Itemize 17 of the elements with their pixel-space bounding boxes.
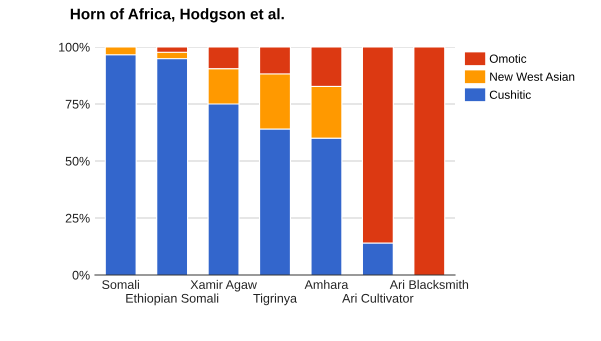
x-tick-label: Ethiopian Somali (126, 294, 218, 306)
x-tick-label: Amhara (304, 280, 348, 290)
legend-label: New West Asian (490, 72, 574, 81)
chart-title: Horn of Africa, Hodgson et al. (70, 8, 284, 22)
x-tick-label: Tigrinya (253, 294, 297, 306)
y-tick-label: 25% (66, 214, 90, 223)
y-tick-label: 0% (72, 270, 90, 280)
y-tick-label: 50% (66, 156, 90, 166)
x-tick-label: Ari Blacksmith (390, 280, 468, 290)
bar (413, 47, 446, 275)
legend-label: Omotic (490, 54, 526, 63)
x-tick-label: Ari Cultivator (342, 294, 414, 303)
legend-label: Cushitic (490, 90, 531, 99)
y-tick-label: 75% (66, 100, 90, 109)
y-tick-label: 100% (59, 42, 90, 52)
x-tick-label: Xamir Agaw (190, 280, 257, 292)
x-tick-label: Somali (102, 280, 139, 290)
